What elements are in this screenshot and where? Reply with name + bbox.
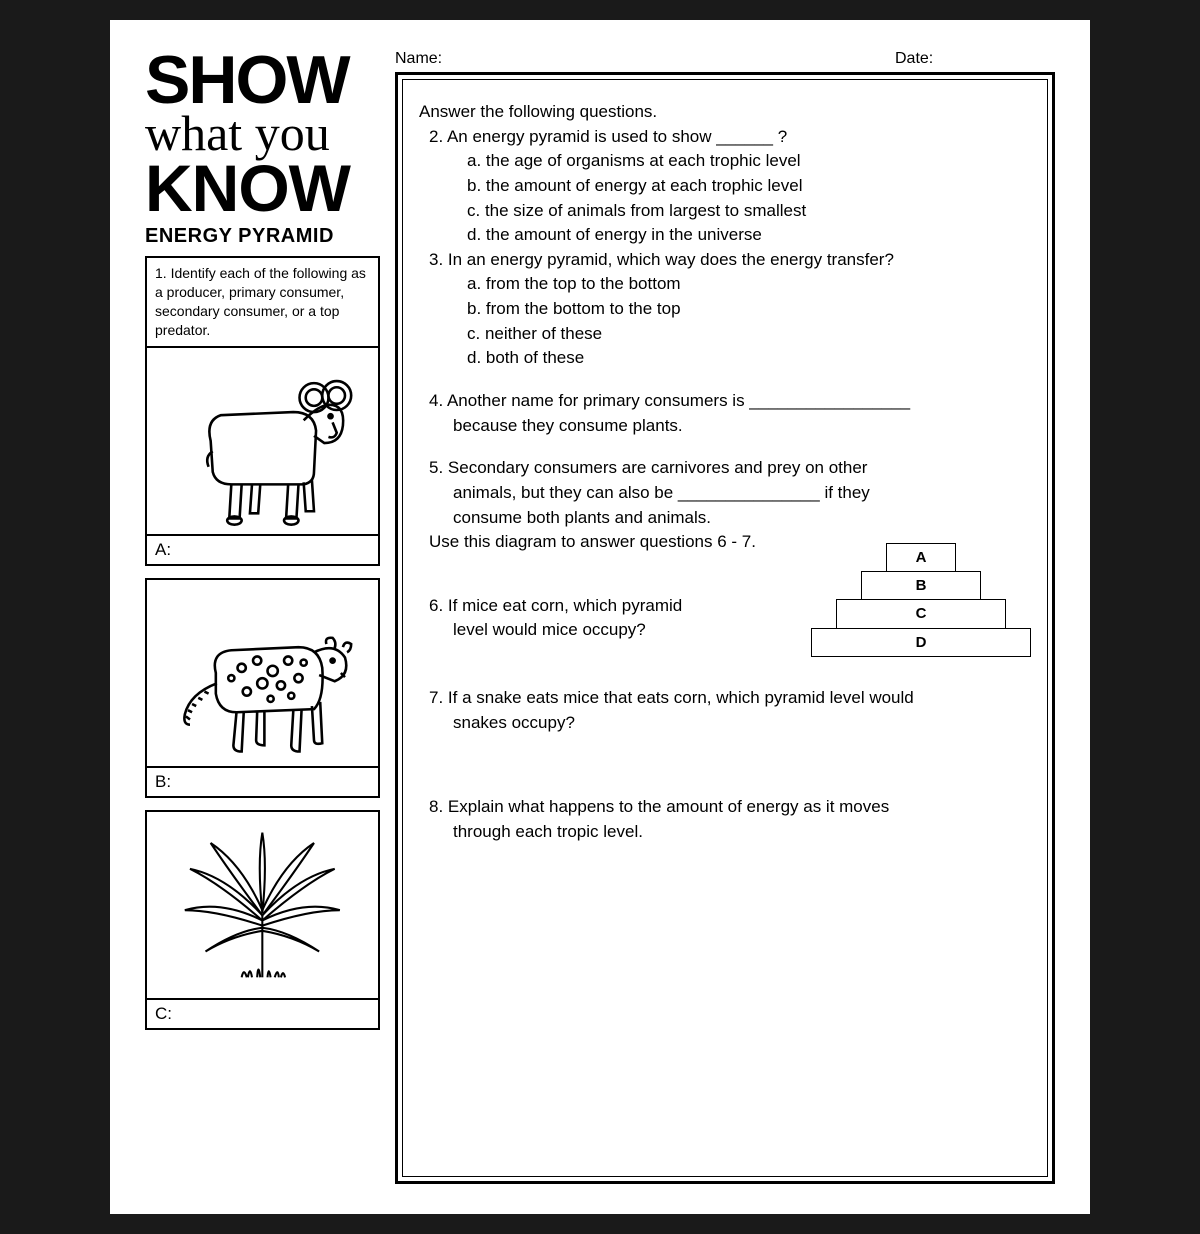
organism-box-a: A: — [145, 346, 380, 566]
label-b: B: — [147, 766, 378, 796]
q6-line1: 6. If mice eat corn, which pyramid — [429, 596, 682, 615]
q2-opt-a: a. the age of organisms at each trophic … — [467, 149, 1031, 174]
question-3: 3. In an energy pyramid, which way does … — [419, 248, 1031, 273]
intro-text: Answer the following questions. — [419, 100, 1031, 125]
name-date-row: Name: Date: — [395, 50, 1055, 72]
content-frame-outer: Answer the following questions. 2. An en… — [395, 72, 1055, 1184]
question-6: 6. If mice eat corn, which pyramid level… — [419, 569, 801, 643]
q8-line2: through each tropic level. — [429, 820, 1031, 845]
title-know: KNOW — [145, 155, 380, 221]
q6-line2: level would mice occupy? — [429, 618, 801, 643]
pyramid-section: 6. If mice eat corn, which pyramid level… — [419, 569, 1031, 656]
q5-line2: animals, but they can also be __________… — [429, 481, 1031, 506]
title-show: SHOW — [145, 50, 380, 111]
left-column: SHOW what you KNOW ENERGY PYRAMID 1. Ide… — [145, 50, 380, 1184]
q7-line1: 7. If a snake eats mice that eats corn, … — [429, 688, 914, 707]
q3-opt-d: d. both of these — [467, 346, 1031, 371]
question-2: 2. An energy pyramid is used to show ___… — [419, 125, 1031, 150]
question-3-options: a. from the top to the bottom b. from th… — [419, 272, 1031, 371]
pyramid-level-a: A — [886, 543, 956, 573]
q8-line1: 8. Explain what happens to the amount of… — [429, 797, 889, 816]
question-2-options: a. the age of organisms at each trophic … — [419, 149, 1031, 248]
question-7: 7. If a snake eats mice that eats corn, … — [419, 686, 1031, 735]
plant-illustration — [147, 812, 378, 998]
organism-box-c: C: — [145, 810, 380, 1030]
name-label: Name: — [395, 50, 895, 68]
pyramid-level-d: D — [811, 628, 1031, 658]
q4-line1: 4. Another name for primary consumers is… — [429, 391, 910, 410]
date-label: Date: — [895, 50, 1055, 68]
q3-opt-c: c. neither of these — [467, 322, 1031, 347]
title-subtitle: ENERGY PYRAMID — [145, 225, 380, 248]
q3-opt-a: a. from the top to the bottom — [467, 272, 1031, 297]
pyramid-diagram: A B C D — [811, 543, 1031, 656]
q2-opt-b: b. the amount of energy at each trophic … — [467, 174, 1031, 199]
q4-line2: because they consume plants. — [429, 414, 1031, 439]
right-column: Name: Date: Answer the following questio… — [395, 50, 1055, 1184]
label-a: A: — [147, 534, 378, 564]
question-1-text: 1. Identify each of the following as a p… — [145, 256, 380, 346]
pyramid-level-c: C — [836, 599, 1006, 629]
q5-line3: consume both plants and animals. — [429, 506, 1031, 531]
organism-box-b: B: — [145, 578, 380, 798]
q2-opt-d: d. the amount of energy in the universe — [467, 223, 1031, 248]
pyramid-level-b: B — [861, 571, 981, 601]
q5-line1: 5. Secondary consumers are carnivores an… — [429, 458, 867, 477]
q7-line2: snakes occupy? — [429, 711, 1031, 736]
leopard-illustration — [147, 580, 378, 766]
question-4: 4. Another name for primary consumers is… — [419, 389, 1031, 438]
q2-opt-c: c. the size of animals from largest to s… — [467, 199, 1031, 224]
ram-illustration — [147, 348, 378, 534]
q3-opt-b: b. from the bottom to the top — [467, 297, 1031, 322]
content-frame-inner: Answer the following questions. 2. An en… — [402, 79, 1048, 1177]
title-what-you: what you — [145, 113, 380, 153]
worksheet-page: SHOW what you KNOW ENERGY PYRAMID 1. Ide… — [110, 20, 1090, 1214]
question-8: 8. Explain what happens to the amount of… — [419, 795, 1031, 844]
label-c: C: — [147, 998, 378, 1028]
question-5: 5. Secondary consumers are carnivores an… — [419, 456, 1031, 530]
